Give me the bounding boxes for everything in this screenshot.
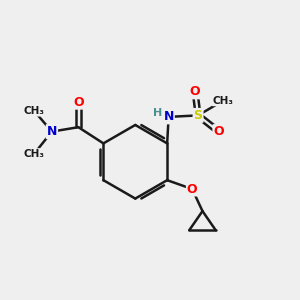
Text: O: O	[190, 85, 200, 98]
Text: N: N	[164, 110, 174, 123]
Text: CH₃: CH₃	[24, 149, 45, 159]
Text: O: O	[73, 96, 84, 109]
Text: H: H	[153, 108, 162, 118]
Text: CH₃: CH₃	[213, 96, 234, 106]
Text: O: O	[187, 182, 197, 196]
Text: S: S	[194, 109, 202, 122]
Text: CH₃: CH₃	[24, 106, 45, 116]
Text: O: O	[213, 125, 224, 138]
Text: N: N	[47, 125, 57, 138]
